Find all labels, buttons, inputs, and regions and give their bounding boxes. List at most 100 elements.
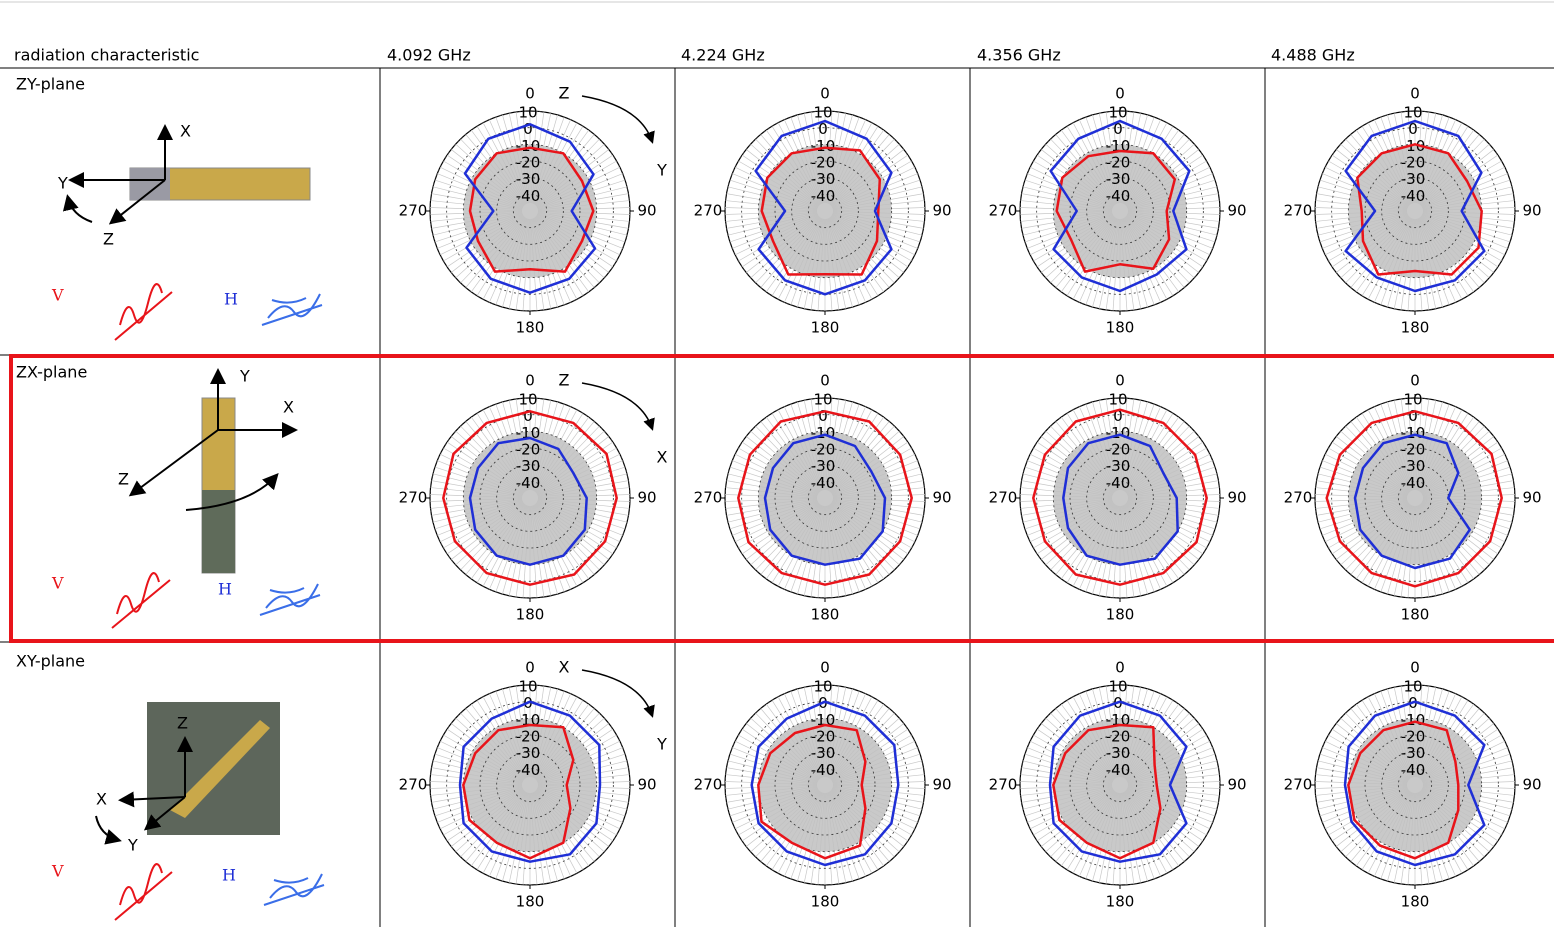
r-tick-label: -40 bbox=[1401, 761, 1426, 779]
row-label: ZX-plane bbox=[16, 363, 87, 382]
annotation: X bbox=[559, 658, 570, 677]
r-tick-label: -40 bbox=[1106, 474, 1131, 492]
theta-tick-label: 90 bbox=[1522, 489, 1541, 507]
r-tick-label: -20 bbox=[1401, 154, 1426, 172]
pattern-line bbox=[1032, 408, 1208, 586]
r-tick-label: -10 bbox=[1401, 424, 1426, 442]
grid-ring bbox=[791, 177, 859, 245]
theta-tick-label: 180 bbox=[1106, 606, 1135, 624]
r-tick-label: -20 bbox=[516, 441, 541, 459]
r-tick-label: -40 bbox=[516, 761, 541, 779]
theta-tick-label: 90 bbox=[1522, 776, 1541, 794]
r-tick-label: 0 bbox=[1113, 120, 1123, 138]
r-tick-label: -40 bbox=[1401, 474, 1426, 492]
theta-tick-label: 0 bbox=[1115, 85, 1125, 103]
theta-tick-label: 90 bbox=[637, 489, 656, 507]
pattern-line bbox=[1055, 149, 1177, 273]
row-label: XY-plane bbox=[16, 652, 85, 671]
grid-ring bbox=[1036, 127, 1204, 295]
axis-label: Y bbox=[127, 836, 138, 855]
r-tick-label: 10 bbox=[518, 104, 537, 122]
grid-ring bbox=[479, 447, 581, 549]
r-tick-label: -40 bbox=[1401, 187, 1426, 205]
theta-tick-label: 0 bbox=[1410, 659, 1420, 677]
r-tick-label: 0 bbox=[1408, 407, 1418, 425]
r-tick-label: 10 bbox=[1403, 391, 1422, 409]
r-tick-label: 0 bbox=[818, 407, 828, 425]
theta-tick-label: 180 bbox=[1401, 319, 1430, 337]
grid-ring bbox=[1381, 751, 1449, 819]
r-tick-label: -10 bbox=[1106, 424, 1131, 442]
theta-tick-label: 0 bbox=[1410, 372, 1420, 390]
theta-tick-label: 180 bbox=[811, 319, 840, 337]
grid-ring bbox=[1102, 193, 1138, 229]
grid-ring bbox=[791, 751, 859, 819]
highlight-box bbox=[9, 354, 1554, 643]
r-tick-label: -20 bbox=[1401, 728, 1426, 746]
legend-label: H bbox=[218, 580, 232, 599]
pattern-line bbox=[1343, 700, 1486, 867]
theta-tick-label: 0 bbox=[1115, 372, 1125, 390]
grid-ring bbox=[791, 464, 859, 532]
r-tick-label: -40 bbox=[1106, 187, 1131, 205]
r-tick-label: 10 bbox=[1403, 104, 1422, 122]
r-tick-label: 10 bbox=[1108, 678, 1127, 696]
pattern-line bbox=[754, 119, 893, 296]
grid-ring bbox=[1036, 701, 1204, 869]
antenna-photo-part bbox=[170, 720, 270, 818]
pattern-line bbox=[1347, 720, 1460, 860]
header-cell: 4.224 GHz bbox=[681, 46, 765, 65]
axis-label: X bbox=[180, 122, 191, 141]
r-tick-label: -20 bbox=[811, 154, 836, 172]
grid-ring bbox=[446, 127, 614, 295]
header-cell: 4.488 GHz bbox=[1271, 46, 1355, 65]
grid-ring bbox=[757, 717, 893, 853]
theta-tick-label: 90 bbox=[932, 489, 951, 507]
theta-tick-label: 270 bbox=[399, 489, 428, 507]
grid-ring bbox=[757, 143, 893, 279]
inner-fill bbox=[1053, 144, 1187, 278]
grid-ring bbox=[512, 193, 548, 229]
grid-ring bbox=[807, 193, 843, 229]
r-tick-label: 10 bbox=[813, 104, 832, 122]
grid-ring bbox=[1102, 480, 1138, 516]
theta-tick-label: 180 bbox=[1401, 606, 1430, 624]
legend-label: V bbox=[51, 574, 64, 593]
theta-tick-label: 180 bbox=[811, 606, 840, 624]
r-tick-label: 0 bbox=[1113, 407, 1123, 425]
pattern-line bbox=[1048, 700, 1188, 863]
inner-fill bbox=[1348, 718, 1482, 852]
grid-ring bbox=[1347, 717, 1483, 853]
theta-tick-label: 90 bbox=[932, 202, 951, 220]
pattern-line bbox=[468, 146, 595, 273]
grid-ring bbox=[496, 464, 564, 532]
inner-fill bbox=[1348, 431, 1482, 565]
legend-label: H bbox=[224, 290, 238, 309]
r-tick-label: -40 bbox=[1106, 761, 1131, 779]
r-tick-label: -30 bbox=[1106, 170, 1131, 188]
theta-tick-label: 180 bbox=[1401, 893, 1430, 911]
r-tick-label: -30 bbox=[811, 170, 836, 188]
grid-ring bbox=[462, 430, 598, 566]
grid-ring bbox=[1036, 414, 1204, 582]
header-cell: 4.356 GHz bbox=[977, 46, 1061, 65]
grid-ring bbox=[1364, 734, 1466, 836]
inner-fill bbox=[1053, 431, 1187, 565]
axis-label: Y bbox=[57, 174, 68, 193]
pattern-line bbox=[737, 410, 913, 586]
wave-icons bbox=[111, 283, 325, 921]
theta-tick-label: 0 bbox=[1115, 659, 1125, 677]
grid-ring bbox=[462, 717, 598, 853]
r-tick-label: -40 bbox=[811, 474, 836, 492]
header-cell: radiation characteristic bbox=[14, 46, 199, 65]
annotation: Y bbox=[656, 161, 667, 180]
theta-tick-label: 180 bbox=[516, 606, 545, 624]
theta-tick-label: 90 bbox=[1227, 776, 1246, 794]
pattern-line bbox=[1344, 119, 1486, 293]
pattern-line bbox=[1325, 410, 1503, 588]
annotation: Z bbox=[559, 84, 570, 103]
